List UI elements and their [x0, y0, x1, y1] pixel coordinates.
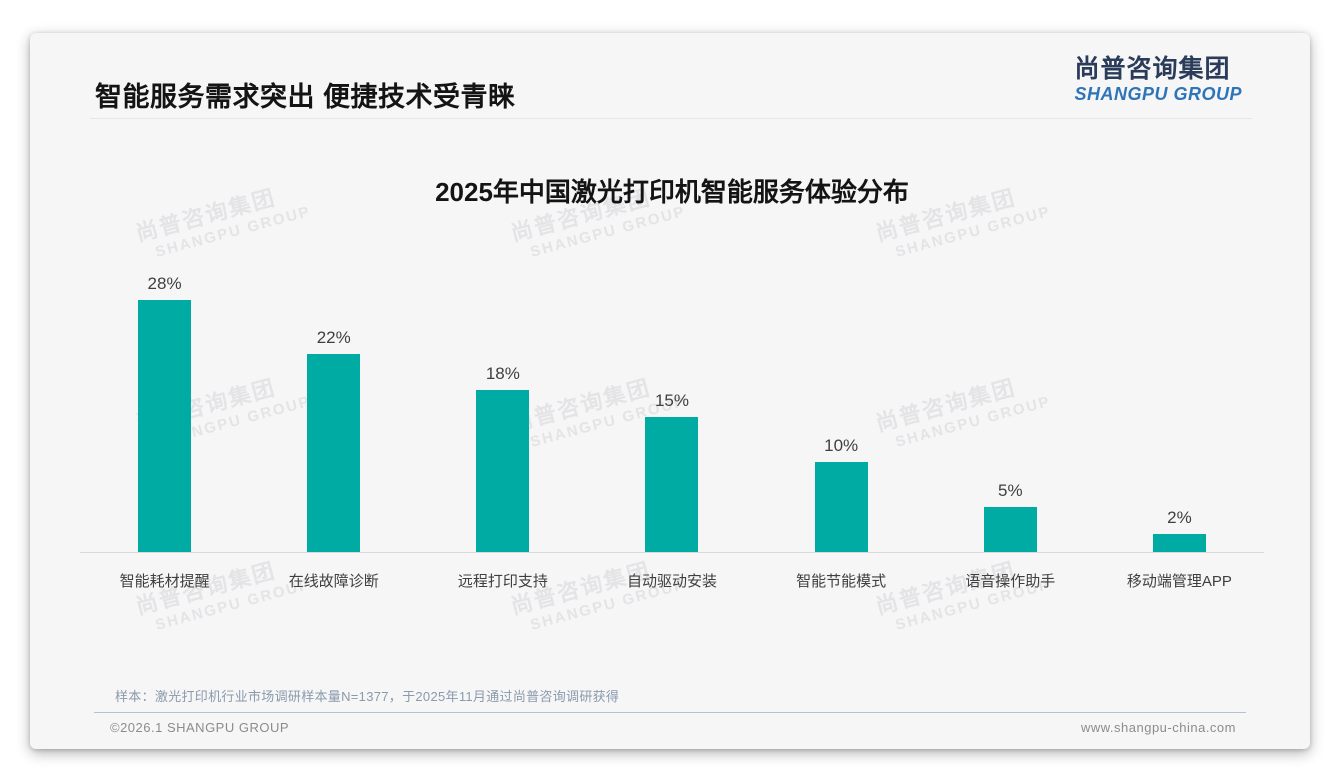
category-label: 语音操作助手 — [965, 573, 1056, 590]
bar-column: 2% — [1095, 508, 1264, 552]
bar-column: 5% — [926, 481, 1095, 552]
bar — [476, 390, 530, 552]
footer-divider — [94, 712, 1246, 713]
category-label: 在线故障诊断 — [288, 573, 379, 590]
bar — [645, 417, 699, 552]
logo-english-text: SHANGPU GROUP — [1074, 83, 1242, 104]
category-axis: 智能耗材提醒 在线故障诊断 远程打印支持 自动驱动安装 智能节能模式 语音操作助手 移动端管… — [80, 570, 1264, 591]
company-logo: 尚普咨询集团 SHANGPU GROUP — [1074, 55, 1242, 105]
bar — [307, 354, 361, 552]
chart-title: 2025年中国激光打印机智能服务体验分布 — [435, 177, 909, 207]
bar-value-label: 10% — [824, 436, 859, 455]
bar-column: 22% — [249, 328, 418, 552]
category-label: 移动端管理APP — [1126, 573, 1232, 590]
website-text: www.shangpu-china.com — [1080, 720, 1236, 735]
sample-note: 样本：激光打印机行业市场调研样本量N=1377，于2025年11月通过尚普咨询调… — [115, 689, 620, 704]
category-label: 自动驱动安装 — [626, 573, 717, 590]
bar-value-label: 2% — [1167, 508, 1192, 527]
bar-value-label: 5% — [997, 481, 1023, 500]
bar-value-label: 18% — [485, 364, 520, 383]
bar — [138, 300, 192, 552]
bar-column: 15% — [587, 391, 756, 552]
category-label: 智能耗材提醒 — [119, 573, 210, 590]
footer: ©2026.1 SHANGPU GROUP www.shangpu-china.… — [110, 720, 1236, 735]
bar-column: 28% — [80, 274, 249, 552]
logo-chinese-text: 尚普咨询集团 — [1074, 55, 1231, 83]
bar-value-label: 22% — [316, 328, 351, 347]
bar-value-label: 15% — [654, 391, 689, 410]
bar-column: 18% — [418, 364, 587, 552]
bar — [983, 507, 1037, 552]
copyright-text: ©2026.1 SHANGPU GROUP — [110, 720, 290, 735]
category-label: 智能节能模式 — [796, 573, 887, 590]
category-label: 远程打印支持 — [457, 573, 548, 590]
bar-column: 10% — [757, 436, 926, 552]
bar-value-label: 28% — [147, 274, 182, 293]
bar — [814, 462, 868, 552]
bar — [1152, 534, 1206, 552]
bar-plot: 28% 22% 18% 15% 10% 5% 2% — [80, 253, 1264, 553]
header-divider — [90, 118, 1252, 119]
page-title: 智能服务需求突出 便捷技术受青睐 — [95, 82, 516, 112]
slide-card: 尚普咨询集团 SHANGPU GROUP 尚普咨询集团 SHANGPU GROUP 尚普… — [30, 33, 1310, 749]
